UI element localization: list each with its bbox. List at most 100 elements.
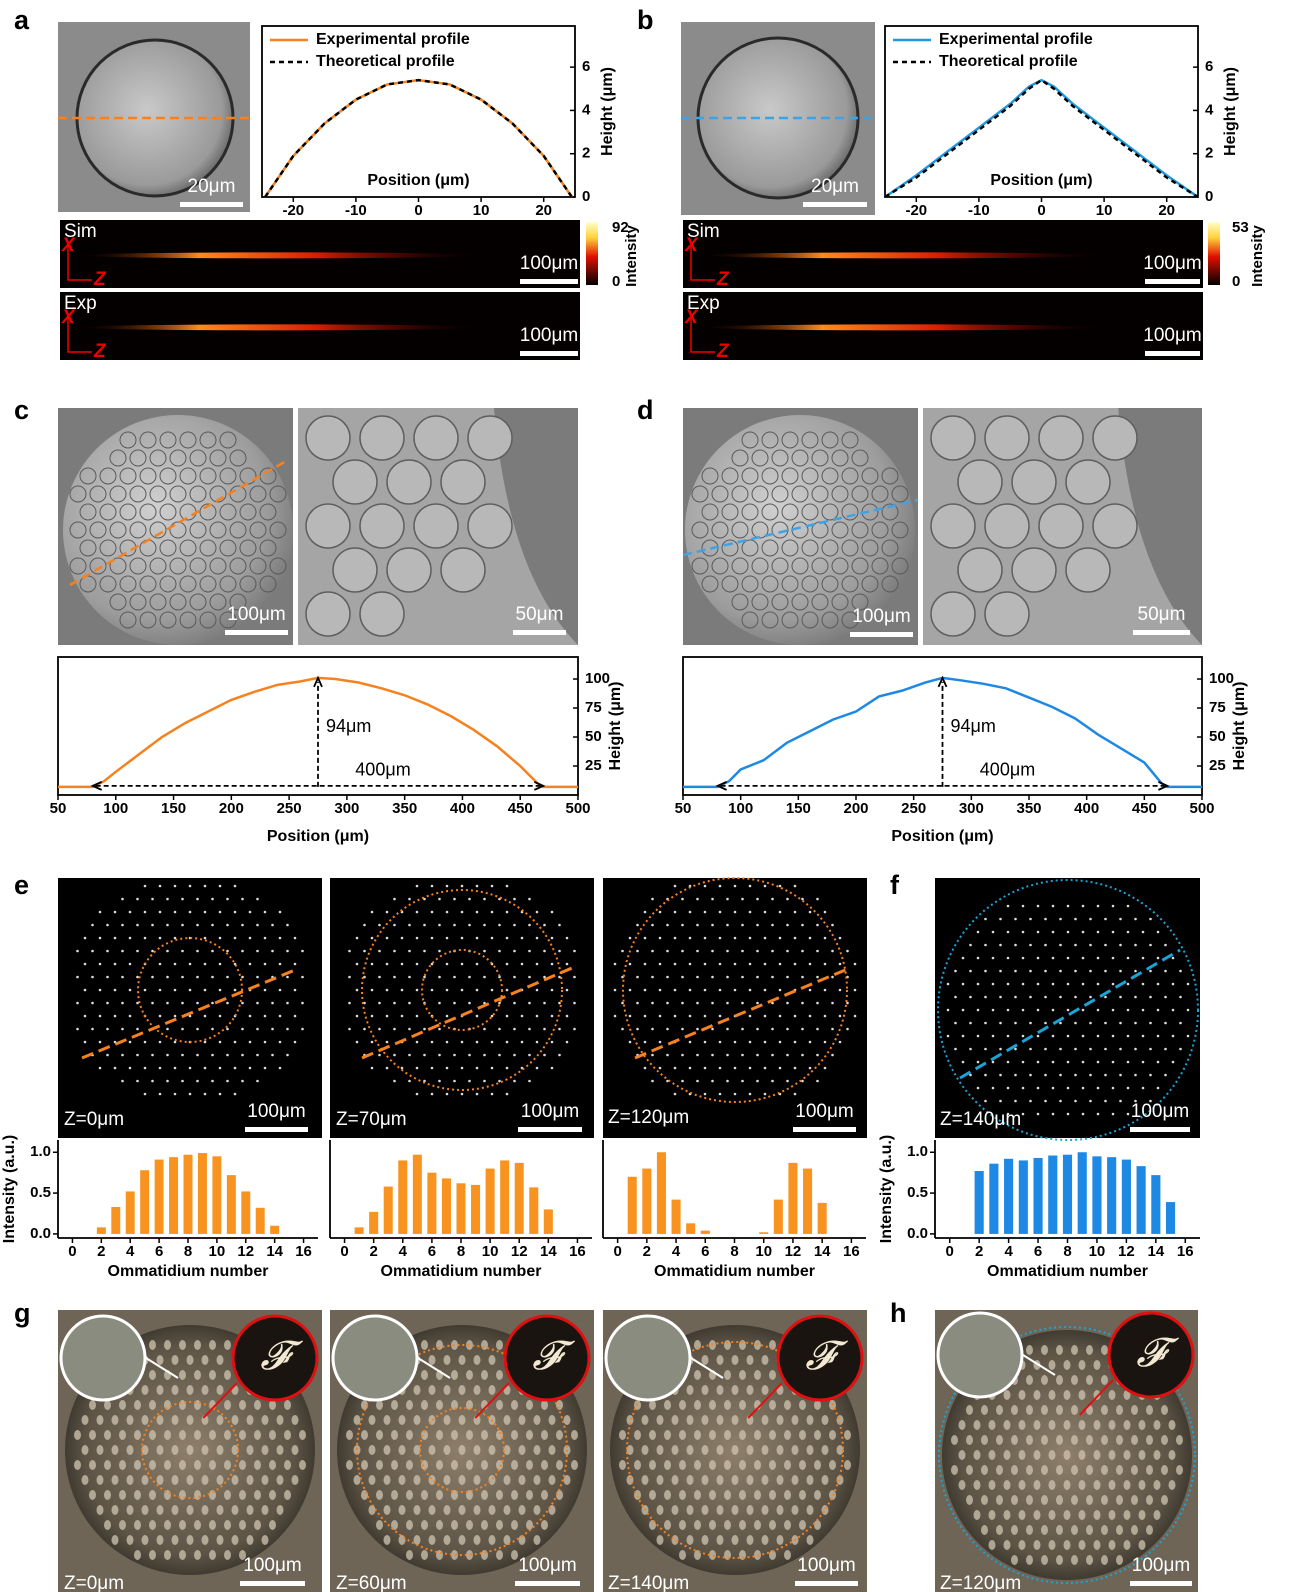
sub-image <box>164 1340 171 1350</box>
sub-image <box>384 1535 391 1545</box>
focal-spot <box>528 976 531 979</box>
focal-spot <box>99 963 102 966</box>
focal-spot <box>393 1028 396 1031</box>
sub-image <box>739 1400 746 1410</box>
focal-spot <box>651 1054 654 1057</box>
sub-image <box>1109 1420 1116 1430</box>
sub-image <box>732 1385 739 1395</box>
sub-image <box>526 1430 533 1440</box>
sub-image <box>459 1385 466 1395</box>
sub-image <box>247 1535 254 1545</box>
sub-image <box>519 1505 526 1515</box>
focal-spot <box>999 970 1002 973</box>
sub-image <box>481 1490 488 1500</box>
focal-spot <box>839 937 842 940</box>
focal-spot <box>1134 1074 1137 1077</box>
focal-spot <box>992 931 995 934</box>
sub-image <box>1154 1510 1161 1520</box>
sub-image <box>247 1445 254 1455</box>
focal-spot <box>1059 1022 1062 1025</box>
sub-image <box>429 1535 436 1545</box>
focal-spot <box>1029 970 1032 973</box>
sub-image <box>134 1490 141 1500</box>
focal-spot <box>1104 1100 1107 1103</box>
sub-image <box>149 1520 156 1530</box>
focal-spot <box>211 1080 214 1083</box>
focal-spot <box>408 1002 411 1005</box>
sub-image <box>459 1475 466 1485</box>
y-axis-label: Intensity (a.u.) <box>878 1135 895 1243</box>
sub-image <box>1071 1375 1078 1385</box>
focal-spot <box>756 1080 759 1083</box>
focal-spot <box>166 976 169 979</box>
focal-spot <box>1149 944 1152 947</box>
sub-image <box>687 1505 694 1515</box>
focal-spot <box>1082 957 1085 960</box>
focal-spot <box>764 989 767 992</box>
sub-image <box>399 1415 406 1425</box>
focal-spot <box>794 1041 797 1044</box>
focal-spot <box>301 950 304 953</box>
focal-spot <box>674 1067 677 1070</box>
y-tick-label: 0.5 <box>30 1184 51 1201</box>
sub-image <box>769 1490 776 1500</box>
sub-image <box>762 1535 769 1545</box>
focal-spot <box>1187 1035 1190 1038</box>
focal-spot <box>219 989 222 992</box>
sub-image <box>421 1490 428 1500</box>
focal-spot <box>356 1041 359 1044</box>
sub-image <box>466 1430 473 1440</box>
focal-spot <box>204 963 207 966</box>
sub-image <box>822 1415 829 1425</box>
sub-image <box>504 1475 511 1485</box>
focal-spot <box>719 1041 722 1044</box>
focal-spot <box>1029 918 1032 921</box>
focal-spot <box>453 1002 456 1005</box>
focal-spot <box>1052 1087 1055 1090</box>
focal-spot <box>689 937 692 940</box>
focal-spot <box>264 1067 267 1070</box>
focal-spot <box>749 963 752 966</box>
sub-image <box>104 1400 111 1410</box>
sub-image <box>1034 1540 1041 1550</box>
x-tick-label: 6 <box>155 1243 163 1260</box>
focal-spot <box>824 1015 827 1018</box>
sub-image <box>299 1460 306 1470</box>
focal-spot <box>446 1093 449 1096</box>
focal-spot <box>1157 957 1160 960</box>
focal-image <box>603 878 867 1138</box>
focal-spot <box>491 937 494 940</box>
focal-spot <box>453 924 456 927</box>
focal-spot <box>498 1080 501 1083</box>
focal-spot <box>999 944 1002 947</box>
focal-spot <box>356 1015 359 1018</box>
focal-spot <box>513 1080 516 1083</box>
focal-spot <box>1052 1009 1055 1012</box>
focal-spot <box>1127 957 1130 960</box>
focal-spot <box>234 1093 237 1096</box>
sub-image <box>1124 1510 1131 1520</box>
scale-bar-label: 100μm <box>852 606 910 627</box>
sub-image <box>217 1535 224 1545</box>
focal-spot <box>1119 970 1122 973</box>
sub-image <box>224 1340 231 1350</box>
focal-spot <box>1044 1048 1047 1051</box>
sub-image <box>747 1535 754 1545</box>
bar <box>398 1160 407 1234</box>
bar <box>818 1203 827 1234</box>
focal-spot <box>498 1054 501 1057</box>
focal-spot <box>1052 957 1055 960</box>
focal-spot <box>416 1067 419 1070</box>
focal-spot <box>234 885 237 888</box>
sub-image <box>777 1535 784 1545</box>
focal-spot <box>99 1041 102 1044</box>
sub-image <box>717 1415 724 1425</box>
focal-spot <box>166 1080 169 1083</box>
x-tick-label: 8 <box>457 1243 465 1260</box>
focal-spot <box>219 911 222 914</box>
sub-image <box>239 1400 246 1410</box>
ommatidium <box>333 548 377 592</box>
focal-spot <box>999 1100 1002 1103</box>
focal-spot <box>992 1009 995 1012</box>
ommatidium <box>1012 548 1056 592</box>
